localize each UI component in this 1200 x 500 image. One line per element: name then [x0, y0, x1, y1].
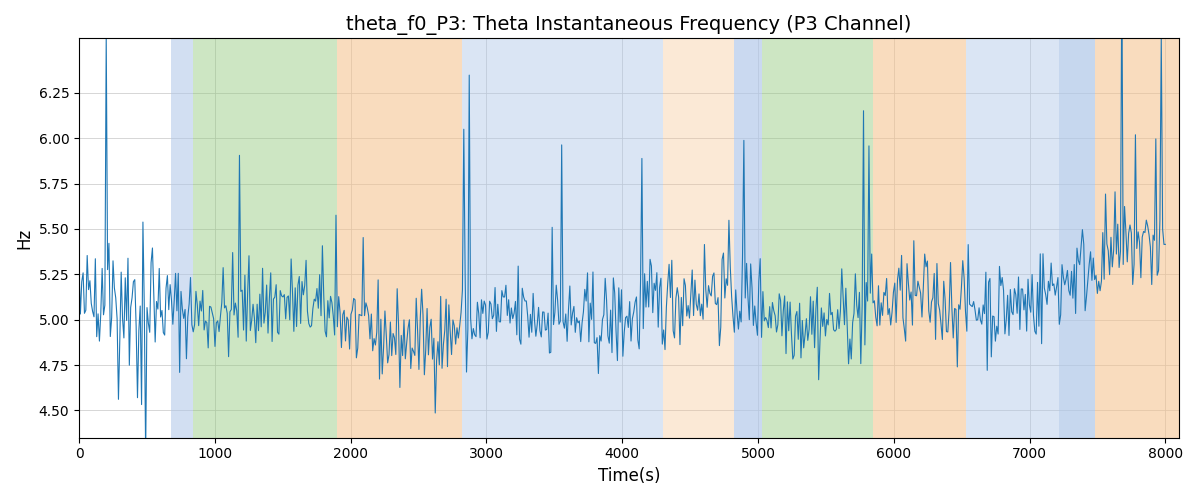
- Bar: [966, 38, 1060, 438]
- Bar: [874, 38, 966, 438]
- Bar: [193, 38, 337, 438]
- Bar: [337, 38, 462, 438]
- Bar: [662, 38, 733, 438]
- Y-axis label: Hz: Hz: [14, 228, 32, 248]
- X-axis label: Time(s): Time(s): [598, 467, 660, 485]
- Bar: [1094, 38, 1178, 438]
- Bar: [172, 38, 193, 438]
- Bar: [762, 38, 874, 438]
- Bar: [733, 38, 762, 438]
- Title: theta_f0_P3: Theta Instantaneous Frequency (P3 Channel): theta_f0_P3: Theta Instantaneous Frequen…: [347, 15, 912, 35]
- Bar: [1060, 38, 1094, 438]
- Bar: [462, 38, 662, 438]
